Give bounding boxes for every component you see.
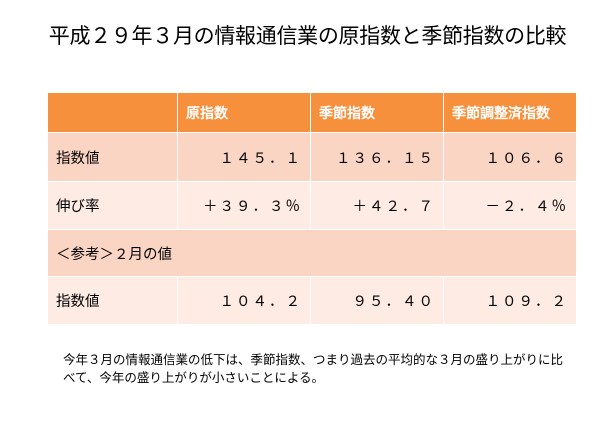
table-cell: １０４．２	[177, 276, 311, 325]
table-cell: １３６．１５	[310, 132, 444, 182]
table-row: 指数値 １４５．１ １３６．１５ １０６．６	[47, 132, 577, 182]
header-blank-cell	[47, 92, 178, 133]
row-label: 指数値	[47, 276, 178, 325]
header-seasonally-adjusted-index: 季節調整済指数	[443, 92, 577, 133]
table-header-row: 原指数 季節指数 季節調整済指数	[47, 92, 577, 133]
table-cell: ９５．４０	[310, 276, 444, 325]
index-comparison-table: 原指数 季節指数 季節調整済指数 指数値 １４５．１ １３６．１５ １０６．６ …	[47, 92, 577, 325]
header-seasonal-index: 季節指数	[310, 92, 444, 133]
table-cell: １４５．１	[177, 132, 311, 182]
explanatory-note: 今年３月の情報通信業の低下は、季節指数、つまり過去の平均的な３月の盛り上がりに比…	[63, 352, 564, 385]
table-cell: ＋３９．３％	[177, 181, 311, 230]
row-label: 伸び率	[47, 181, 178, 230]
table-cell: １０９．２	[443, 276, 577, 325]
slide-title: 平成２９年３月の情報通信業の原指数と季節指数の比較	[48, 24, 567, 48]
table-row: 伸び率 ＋３９．３％ ＋４２．７ －２．４％	[47, 181, 577, 230]
reference-label: ＜参考＞２月の値	[47, 229, 577, 277]
table-row: 指数値 １０４．２ ９５．４０ １０９．２	[47, 276, 577, 325]
table-cell: －２．４％	[443, 181, 577, 230]
header-original-index: 原指数	[177, 92, 311, 133]
row-label: 指数値	[47, 132, 178, 182]
reference-section-row: ＜参考＞２月の値	[47, 229, 577, 277]
table-cell: ＋４２．７	[310, 181, 444, 230]
table-cell: １０６．６	[443, 132, 577, 182]
